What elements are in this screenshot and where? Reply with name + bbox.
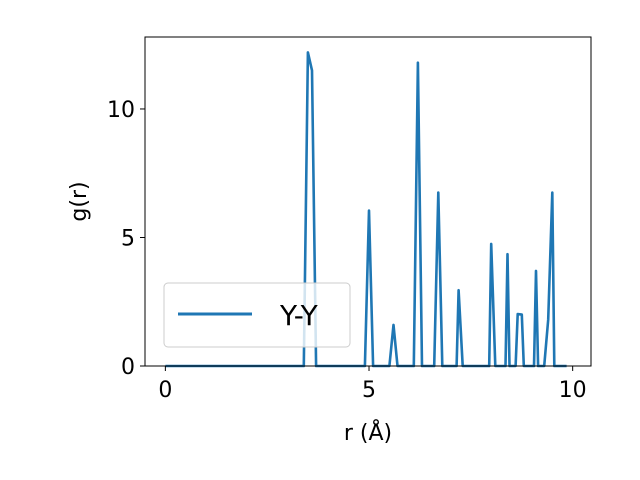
- series-line-0: [165, 51, 567, 368]
- x-tick-label: 0: [158, 378, 172, 403]
- x-tick-label: 5: [362, 378, 376, 403]
- ticks: 0 5 10 0 5 10: [107, 98, 587, 403]
- x-axis-label: r (Å): [344, 419, 392, 446]
- legend-box: [163, 282, 351, 348]
- legend: Y-Y: [163, 282, 351, 348]
- y-tick-label: 10: [107, 98, 135, 123]
- legend-label: Y-Y: [279, 299, 319, 332]
- y-tick-label: 5: [121, 226, 135, 251]
- y-tick-label: 0: [121, 355, 135, 380]
- x-tick-label: 10: [559, 378, 587, 403]
- axes-frame: [144, 36, 592, 367]
- plot-area: [165, 51, 567, 368]
- y-axis-label: g(r): [67, 181, 92, 221]
